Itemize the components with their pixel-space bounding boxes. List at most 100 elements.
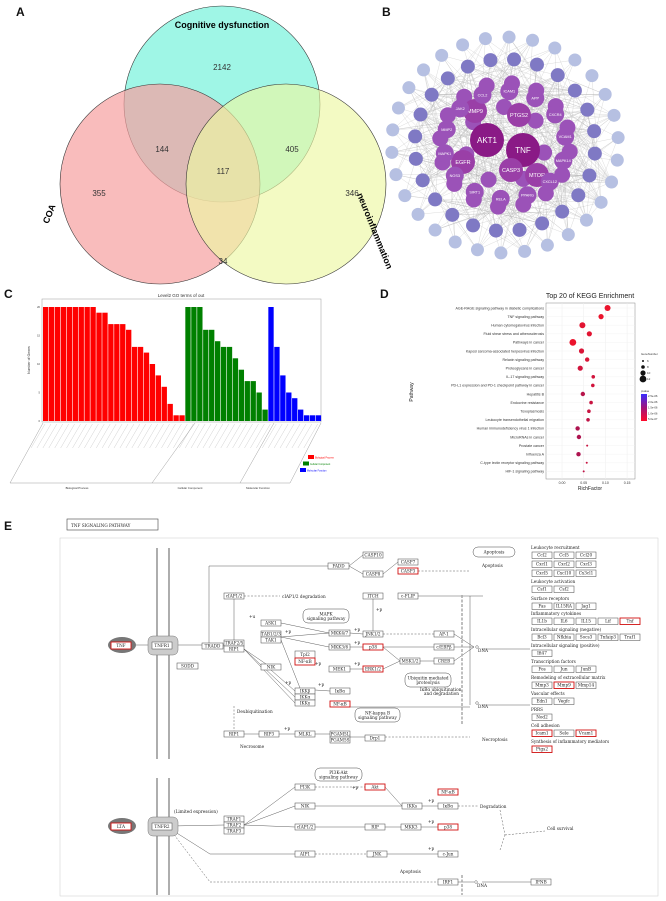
gene-Cxcl10[interactable]: Cxcl10 bbox=[553, 569, 575, 577]
pathway-node-itch[interactable]: ITCH bbox=[362, 592, 384, 600]
gene-Csf1[interactable]: Csf1 bbox=[531, 585, 553, 593]
pathway-node-tnf[interactable]: TNF bbox=[110, 641, 132, 650]
pathway-node-nfkb1[interactable]: NF-κB bbox=[294, 657, 316, 666]
pathway-node-tradd[interactable]: TRADD bbox=[201, 642, 224, 650]
pathway-node-ikk[interactable]: IKKs bbox=[401, 802, 423, 810]
gene-Cxcl3[interactable]: Cxcl3 bbox=[575, 560, 597, 568]
pathway-node-tak1[interactable]: TAK1 bbox=[260, 636, 282, 644]
gene-IL15[interactable]: IL15 bbox=[575, 617, 597, 625]
pathway-node-ciap12[interactable]: cIAP1/2 bbox=[223, 592, 245, 600]
gene-Ccl20[interactable]: Ccl20 bbox=[575, 551, 597, 559]
pathway-node-fadd[interactable]: FADD bbox=[327, 562, 350, 570]
pathway-node-mkk3[interactable]: MKK3 bbox=[400, 823, 422, 831]
gene-Mmp14[interactable]: Mmp14 bbox=[575, 681, 597, 689]
pathway-node-traf25[interactable]: TRAF2/5 bbox=[223, 639, 245, 647]
pathway-node-pgam5s[interactable]: PGAM5S bbox=[329, 736, 351, 744]
gene-Cxcl5[interactable]: Cxcl5 bbox=[531, 569, 553, 577]
gene-Nfkbia[interactable]: Nfkbia bbox=[553, 633, 575, 641]
pathway-node-akt[interactable]: Akt bbox=[364, 783, 386, 791]
pathway-node-p38b[interactable]: p38 bbox=[437, 823, 459, 831]
gene-Tnfaip3[interactable]: Tnfaip3 bbox=[597, 633, 619, 641]
gene-Cxcl2[interactable]: Cxcl2 bbox=[553, 560, 575, 568]
pathway-node-ciap12b[interactable]: cIAP1/2 bbox=[294, 823, 316, 831]
pathway-node-casp7[interactable]: CASP7 bbox=[397, 558, 419, 566]
pathway-node-mkk47[interactable]: MKK4/7 bbox=[328, 629, 351, 637]
gene-Lif[interactable]: Lif bbox=[597, 617, 619, 625]
pathway-node-ap1[interactable]: AP-1 bbox=[433, 630, 455, 638]
gene-Sele[interactable]: Sele bbox=[553, 729, 575, 737]
gene-Cxcl1[interactable]: Cxcl1 bbox=[531, 560, 553, 568]
gene-Icam1[interactable]: Icam1 bbox=[531, 729, 553, 737]
pathway-node-jnk12[interactable]: JNK1/2 bbox=[362, 630, 384, 638]
pathway-node-mkk36[interactable]: MKK3/6 bbox=[328, 643, 351, 651]
pathway-node-cflip[interactable]: c-FLIP bbox=[397, 592, 419, 600]
gene-Traf1[interactable]: Traf1 bbox=[619, 633, 641, 641]
pathway-node-sodd[interactable]: SODD bbox=[176, 662, 199, 670]
gene-Jag1[interactable]: Jag1 bbox=[575, 602, 597, 610]
pathway-node-ifnb[interactable]: IFNB bbox=[530, 878, 552, 886]
pathway-node-nfkb3[interactable]: NF-κB bbox=[437, 788, 459, 796]
pathway-node-casp8[interactable]: CASP8 bbox=[362, 570, 384, 578]
pathway-node-irf1[interactable]: IRF1 bbox=[437, 878, 459, 886]
pathway-node-cebpb[interactable]: c/EBPβ bbox=[433, 643, 455, 651]
pathway-node-rip3[interactable]: RIP3 bbox=[258, 730, 280, 738]
pathway-node-drp1[interactable]: Drp1 bbox=[364, 734, 386, 742]
pathway-node-ikba[interactable]: IκBα bbox=[329, 687, 351, 695]
gene-Ifi47[interactable]: Ifi47 bbox=[531, 649, 553, 657]
gene-Socs3[interactable]: Socs3 bbox=[575, 633, 597, 641]
pathway-node-cjun[interactable]: c-Jun bbox=[437, 850, 459, 858]
gene-Mmp3[interactable]: Mmp3 bbox=[531, 681, 553, 689]
pathway-node-traf2[interactable]: TRAF2 bbox=[223, 821, 245, 829]
pathway-node-creb[interactable]: CREB bbox=[433, 657, 455, 665]
gene-IL1b[interactable]: IL1b bbox=[531, 617, 553, 625]
gene-Fos[interactable]: Fos bbox=[531, 665, 553, 673]
pathway-node-aip1[interactable]: AIP1 bbox=[294, 850, 316, 858]
gene-Vegfc[interactable]: Vegfc bbox=[553, 697, 575, 705]
pathway-node-casp10[interactable]: CASP10 bbox=[362, 551, 384, 559]
gene-Edn1[interactable]: Edn1 bbox=[531, 697, 553, 705]
pathway-node-rip1b[interactable]: RIP1 bbox=[223, 730, 245, 738]
pathway-node-msk12[interactable]: MSK1/2 bbox=[399, 657, 421, 665]
gene-Nod2[interactable]: Nod2 bbox=[531, 713, 553, 721]
pathway-node-jnk[interactable]: JNK bbox=[366, 850, 388, 858]
pathway-node-tnfr1[interactable]: TNFR1 bbox=[151, 641, 173, 650]
pathway-node-tpl2[interactable]: Tpl2 bbox=[294, 650, 316, 659]
pathway-node-lta[interactable]: LTA bbox=[110, 822, 132, 831]
gene-Cx3cl1[interactable]: Cx3cl1 bbox=[575, 569, 597, 577]
linked-pathway-apop[interactable]: Apoptosis bbox=[472, 546, 516, 558]
gene-Ccl2[interactable]: Ccl2 bbox=[531, 551, 553, 559]
pathway-node-casp3[interactable]: CASP3 bbox=[397, 567, 419, 575]
pathway-node-rip[interactable]: RIP bbox=[364, 823, 386, 831]
gene-Ptgs2[interactable]: Ptgs2 bbox=[531, 745, 553, 753]
pathway-node-tab123[interactable]: TAB1/2/3 bbox=[260, 630, 282, 638]
pathway-node-ikka[interactable]: IKKα bbox=[294, 693, 316, 701]
pathway-node-mek1[interactable]: MEK1 bbox=[328, 665, 351, 673]
gene-Tnf[interactable]: Tnf bbox=[619, 617, 641, 625]
pathway-node-traf3[interactable]: TRAF3 bbox=[223, 827, 245, 835]
gene-Mmp9[interactable]: Mmp9 bbox=[553, 681, 575, 689]
pathway-node-nfkb2[interactable]: NF-κB bbox=[329, 700, 351, 708]
pathway-node-ikba2[interactable]: IκBα bbox=[437, 802, 459, 810]
pathway-node-rip1[interactable]: RIP1 bbox=[223, 645, 245, 653]
gene-IL15RA[interactable]: IL15RA bbox=[553, 602, 575, 610]
gene-Csf2[interactable]: Csf2 bbox=[553, 585, 575, 593]
pathway-node-pgam5l[interactable]: PGAM5L bbox=[329, 730, 351, 738]
gene-IL6[interactable]: IL6 bbox=[553, 617, 575, 625]
pathway-node-nik2[interactable]: NIK bbox=[294, 802, 316, 810]
pathway-node-ask1[interactable]: ASK1 bbox=[260, 619, 282, 627]
pathway-node-erk12[interactable]: ERK1/2 bbox=[362, 665, 384, 673]
gene-JunB[interactable]: JunB bbox=[575, 665, 597, 673]
gene-Bcl3[interactable]: Bcl3 bbox=[531, 633, 553, 641]
pathway-node-pi3k[interactable]: PI3K bbox=[294, 783, 316, 791]
pathway-node-tnfr2[interactable]: TNFR2 bbox=[151, 822, 173, 831]
pathway-node-ikkg[interactable]: IKKγ bbox=[294, 699, 316, 707]
gene-Ccl5[interactable]: Ccl5 bbox=[553, 551, 575, 559]
pathway-node-p38a[interactable]: p38 bbox=[362, 643, 384, 651]
gene-Vcam1[interactable]: Vcam1 bbox=[575, 729, 597, 737]
pathway-node-mlkl[interactable]: MLKL bbox=[294, 730, 316, 738]
pathway-node-traf1[interactable]: TRAF1 bbox=[223, 815, 245, 823]
pathway-node-ikkb[interactable]: IKKβ bbox=[294, 687, 316, 695]
